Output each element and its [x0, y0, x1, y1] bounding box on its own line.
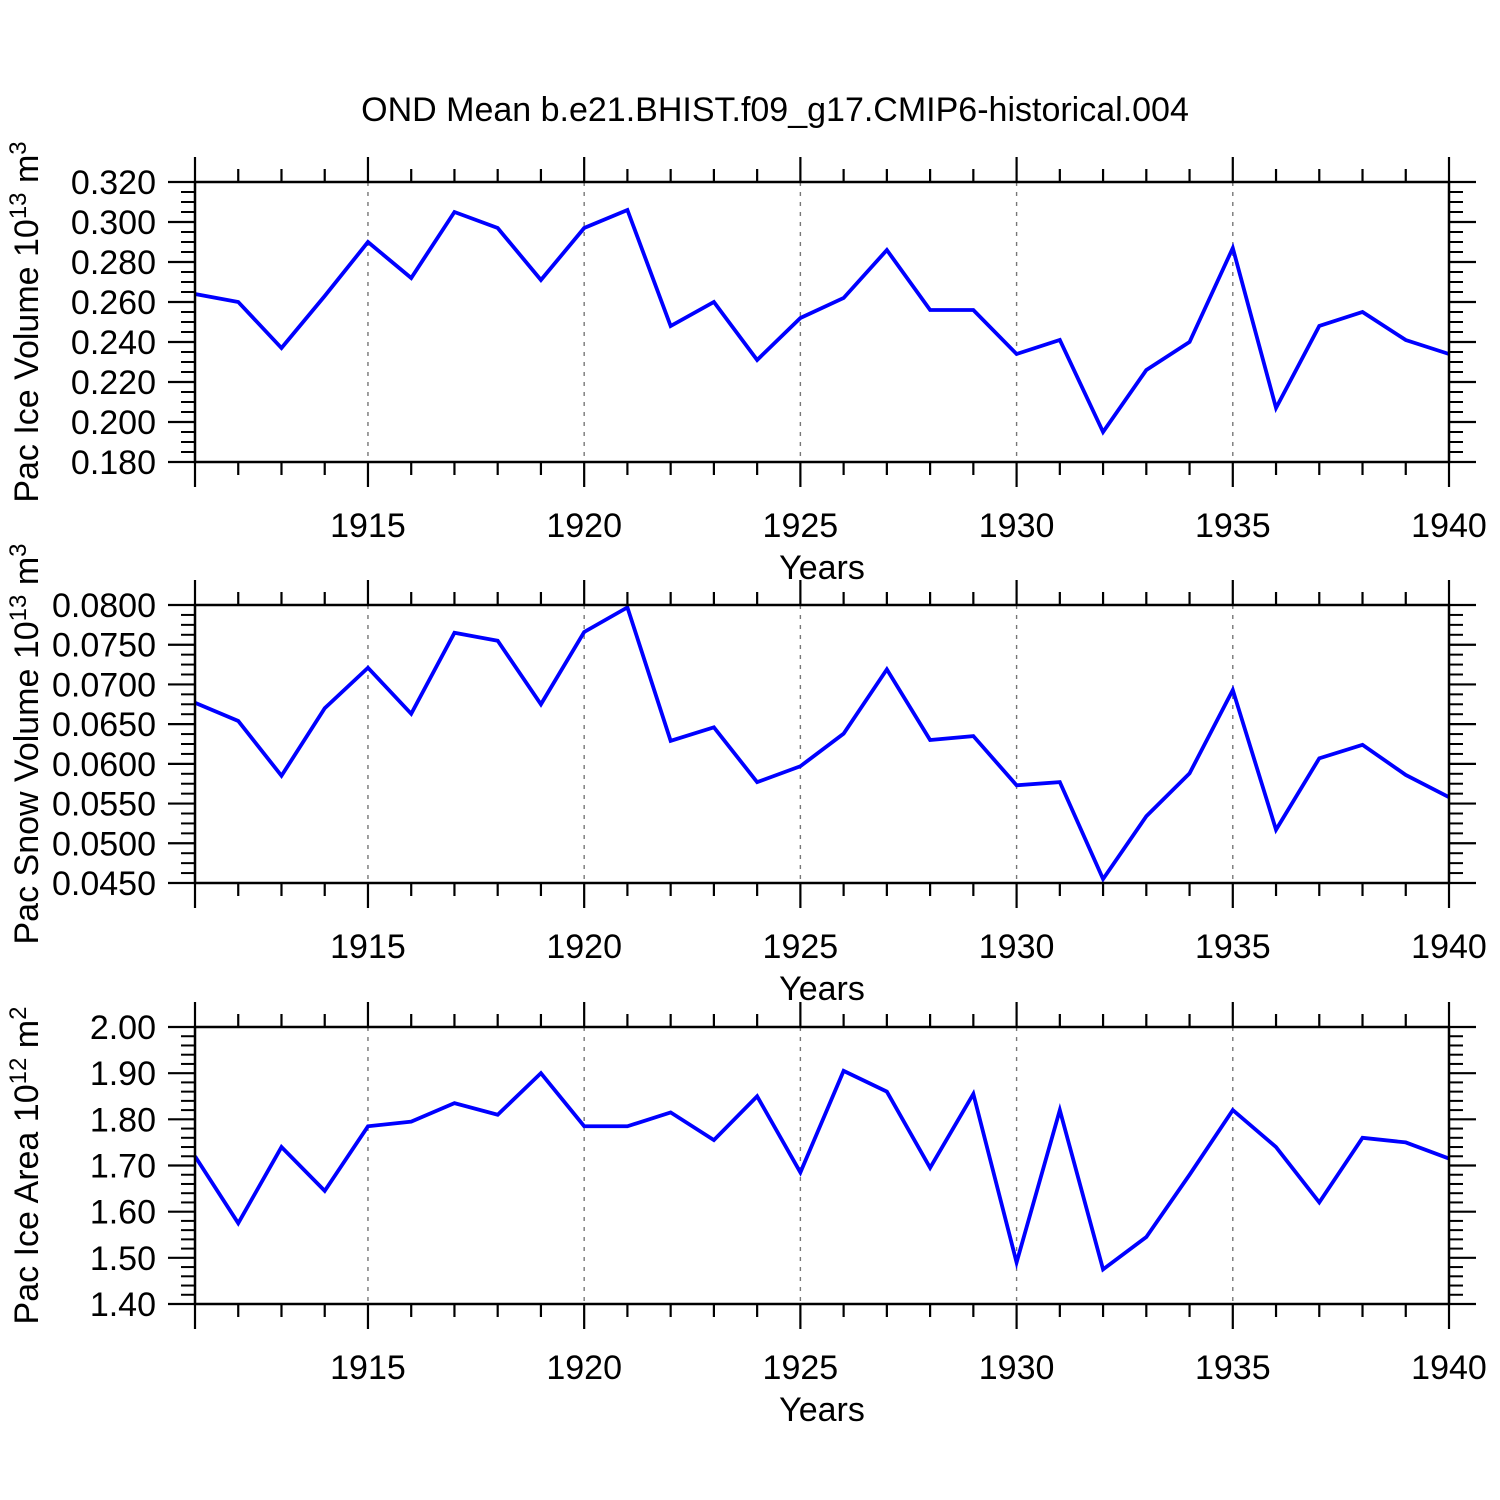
- y-tick-label: 0.260: [71, 284, 156, 322]
- y-tick-label: 0.0750: [52, 627, 156, 665]
- chart-title: OND Mean b.e21.BHIST.f09_g17.CMIP6-histo…: [361, 91, 1189, 129]
- panel-frame: [193, 1025, 1451, 1306]
- y-tick-label: 0.0700: [52, 666, 156, 704]
- y-tick-label: 0.0500: [52, 825, 156, 863]
- x-tick-label: 1940: [1411, 507, 1487, 545]
- x-tick-label: 1930: [979, 928, 1055, 966]
- y-tick-label: 2.00: [90, 1009, 156, 1047]
- y-tick-label: 0.0800: [52, 587, 156, 625]
- x-tick-label: 1940: [1411, 928, 1487, 966]
- y-tick-label: 0.0550: [52, 786, 156, 824]
- x-tick-label: 1915: [330, 1349, 406, 1387]
- y-tick-label: 0.240: [71, 324, 156, 362]
- y-tick-label: 1.60: [90, 1194, 156, 1232]
- x-tick-label: 1940: [1411, 1349, 1487, 1387]
- y-tick-label: 1.80: [90, 1101, 156, 1139]
- x-tick-label: 1935: [1195, 507, 1271, 545]
- x-tick-label: 1925: [763, 1349, 839, 1387]
- y-tick-label: 0.200: [71, 404, 156, 442]
- x-axis-title: Years: [779, 549, 865, 587]
- x-tick-label: 1935: [1195, 1349, 1271, 1387]
- series-line-pac-ice-area: [193, 1068, 1450, 1273]
- y-tick-label: 0.0650: [52, 706, 156, 744]
- y-tick-label: 1.70: [90, 1148, 156, 1186]
- x-tick-label: 1920: [546, 1349, 622, 1387]
- x-tick-label: 1915: [330, 507, 406, 545]
- x-tick-label: 1920: [546, 507, 622, 545]
- x-tick-label: 1915: [330, 928, 406, 966]
- y-tick-label: 0.280: [71, 244, 156, 282]
- panel-frame: [193, 603, 1451, 885]
- x-tick-label: 1920: [546, 928, 622, 966]
- x-tick-label: 1925: [763, 507, 839, 545]
- y-tick-label: 1.50: [90, 1240, 156, 1278]
- series-line-pac-ice-volume: [194, 207, 1450, 436]
- y-axis-title: Pac Ice Volume 1013 m3: [5, 141, 46, 502]
- y-axis-title: Pac Ice Area 1012 m2: [5, 1007, 46, 1325]
- y-tick-label: 0.320: [71, 164, 156, 202]
- x-tick-label: 1930: [979, 507, 1055, 545]
- y-tick-label: 1.40: [90, 1286, 156, 1324]
- y-axis-title: Pac Snow Volume 1013 m3: [5, 543, 46, 944]
- x-tick-label: 1935: [1195, 928, 1271, 966]
- y-tick-label: 0.0600: [52, 746, 156, 784]
- x-axis-title: Years: [779, 1391, 865, 1429]
- y-tick-label: 0.180: [71, 444, 156, 482]
- panel-frame: [193, 180, 1451, 464]
- y-tick-label: 0.220: [71, 364, 156, 402]
- y-tick-label: 0.0450: [52, 865, 156, 903]
- x-axis-title: Years: [779, 970, 865, 1008]
- y-tick-label: 1.90: [90, 1055, 156, 1093]
- x-tick-label: 1925: [763, 928, 839, 966]
- x-tick-label: 1930: [979, 1349, 1055, 1387]
- y-tick-label: 0.300: [71, 204, 156, 242]
- series-line-pac-snow-volume: [194, 604, 1450, 883]
